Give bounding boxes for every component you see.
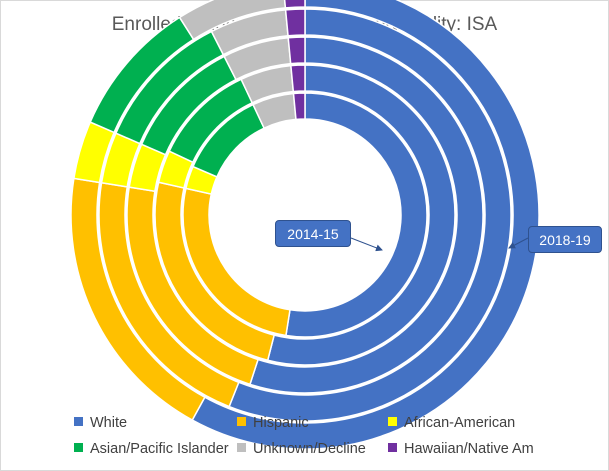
callout-outer-arrow	[508, 237, 529, 249]
callout-inner-arrow	[350, 237, 383, 252]
legend-item-hawaiian-native-am: Hawaiian/Native Am	[388, 440, 534, 458]
legend-label: Hawaiian/Native Am	[404, 441, 534, 457]
segment-2014-15-hawaiian-native-am	[292, 92, 306, 121]
legend-item-asian-pacific-islander: Asian/Pacific Islander	[74, 440, 229, 458]
chart-legend: White Hispanic African-American Asian/Pacif…	[0, 410, 609, 466]
callout-inner-ring: 2014-15	[275, 220, 351, 247]
legend-item-white: White	[74, 414, 127, 432]
segment-2015-16-hawaiian-native-am	[290, 64, 306, 93]
segment-2017-18-hawaiian-native-am	[284, 8, 306, 37]
legend-label: Asian/Pacific Islander	[90, 441, 229, 457]
legend-item-unknown-decline: Unknown/Decline	[237, 440, 366, 458]
legend-swatch	[74, 443, 83, 452]
legend-swatch	[237, 443, 246, 452]
legend-label: Unknown/Decline	[253, 441, 366, 457]
legend-swatch	[388, 443, 397, 452]
legend-label: White	[90, 415, 128, 431]
legend-item-hispanic: Hispanic	[237, 414, 309, 432]
legend-item-african-american: African-American	[388, 414, 515, 432]
legend-swatch	[388, 417, 397, 426]
legend-swatch	[74, 417, 83, 426]
legend-label: Hispanic	[253, 415, 309, 431]
segment-2016-17-hawaiian-native-am	[287, 36, 306, 65]
legend-label: African-American	[404, 415, 516, 431]
segment-2018-19-hawaiian-native-am	[283, 0, 306, 9]
legend-swatch	[237, 417, 246, 426]
segment-2014-15-white	[285, 92, 428, 338]
callout-outer-ring: 2018-19	[528, 226, 602, 253]
